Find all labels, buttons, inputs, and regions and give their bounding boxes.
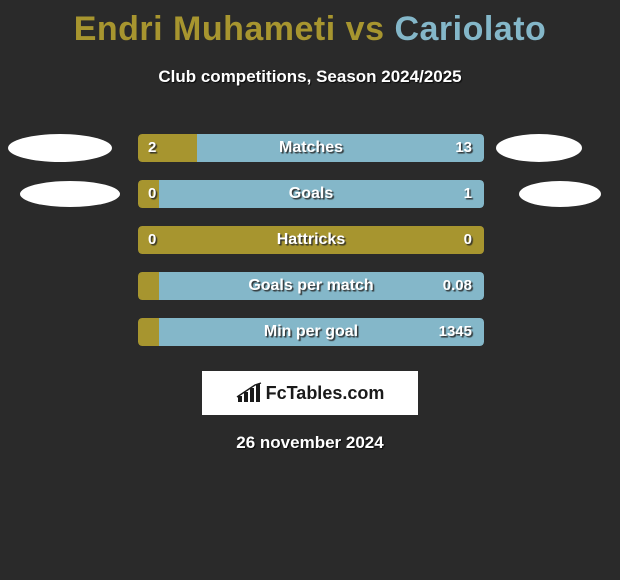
- stat-row: Matches213: [0, 125, 620, 171]
- team-badge-left: [8, 134, 112, 162]
- subtitle: Club competitions, Season 2024/2025: [0, 67, 620, 87]
- stat-row: Min per goal1345: [0, 309, 620, 355]
- stat-row: Hattricks00: [0, 217, 620, 263]
- date-text: 26 november 2024: [0, 433, 620, 453]
- player-left-name: Endri Muhameti: [74, 10, 336, 48]
- bar-right: [197, 134, 484, 162]
- stat-row: Goals per match0.08: [0, 263, 620, 309]
- page-title: Endri Muhameti vs Cariolato: [0, 0, 620, 49]
- bar-track: [138, 180, 484, 208]
- bar-left: [138, 134, 197, 162]
- stats-chart: Matches213Goals01Hattricks00Goals per ma…: [0, 125, 620, 355]
- brand-box: FcTables.com: [202, 371, 418, 415]
- bar-left: [138, 318, 159, 346]
- bar-left: [138, 180, 159, 208]
- team-badge-left: [20, 181, 120, 207]
- bar-right: [159, 180, 484, 208]
- team-badge-right: [496, 134, 582, 162]
- team-badge-right: [519, 181, 601, 207]
- bar-left: [138, 226, 484, 254]
- brand-text: FcTables.com: [266, 383, 385, 404]
- stat-row: Goals01: [0, 171, 620, 217]
- bar-right: [159, 272, 484, 300]
- bar-track: [138, 134, 484, 162]
- bar-right: [159, 318, 484, 346]
- bar-track: [138, 272, 484, 300]
- bar-track: [138, 318, 484, 346]
- player-right-name: Cariolato: [394, 10, 546, 48]
- bar-track: [138, 226, 484, 254]
- vs-text: vs: [336, 10, 395, 48]
- bar-chart-icon: [236, 382, 262, 404]
- bar-left: [138, 272, 159, 300]
